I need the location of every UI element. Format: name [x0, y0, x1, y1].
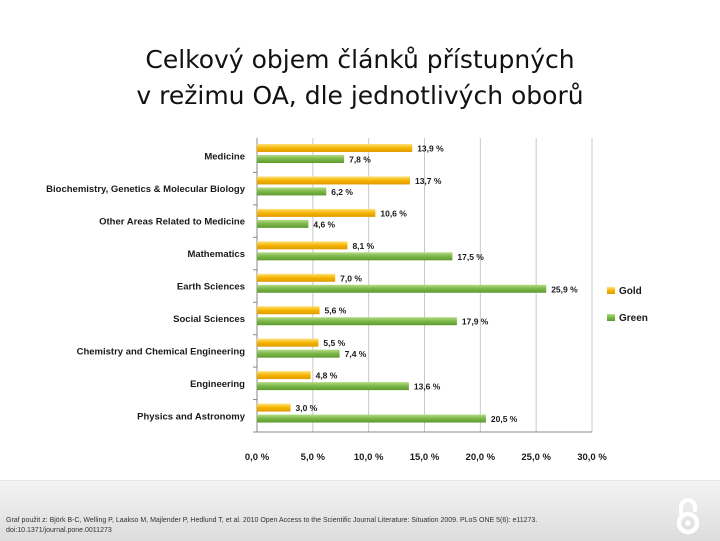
x-tick-label: 25,0 %	[521, 452, 551, 463]
x-tick-label: 30,0 %	[577, 452, 607, 463]
category-label: Physics and Astronomy	[137, 411, 246, 422]
category-label: Medicine	[204, 152, 245, 163]
data-label: 7,4 %	[345, 349, 367, 359]
bar-green	[257, 187, 327, 196]
data-label: 20,5 %	[491, 414, 518, 424]
data-label: 7,0 %	[340, 273, 362, 283]
bar-green	[257, 382, 409, 391]
category-label: Earth Sciences	[177, 282, 245, 293]
source-caption: Graf použit z: Björk B-C, Welling P, Laa…	[6, 516, 656, 536]
bar-green	[257, 252, 453, 261]
x-tick-label: 20,0 %	[466, 452, 496, 463]
data-label: 13,6 %	[414, 382, 441, 392]
data-label: 17,5 %	[457, 252, 484, 262]
category-label: Engineering	[190, 379, 245, 390]
data-label: 4,6 %	[313, 219, 335, 229]
bar-gold	[257, 338, 319, 347]
bar-green	[257, 219, 309, 228]
bar-gold	[257, 403, 291, 412]
title-line-1: Celkový objem článků přístupných	[145, 45, 575, 74]
bar-gold	[257, 371, 311, 380]
category-label: Biochemistry, Genetics & Molecular Biolo…	[46, 184, 246, 195]
data-label: 5,6 %	[325, 306, 347, 316]
legend-swatch-green	[607, 314, 615, 321]
data-label: 13,7 %	[415, 176, 442, 186]
category-label: Social Sciences	[173, 314, 245, 325]
data-label: 7,8 %	[349, 155, 371, 165]
data-label: 13,9 %	[417, 144, 444, 154]
bar-gold	[257, 241, 348, 250]
data-label: 6,2 %	[331, 187, 353, 197]
data-label: 4,8 %	[316, 371, 338, 381]
bar-gold	[257, 306, 320, 315]
bar-gold	[257, 208, 376, 217]
x-tick-label: 10,0 %	[354, 452, 384, 463]
x-tick-label: 5,0 %	[301, 452, 326, 463]
category-label: Other Areas Related to Medicine	[99, 217, 245, 228]
bar-gold	[257, 273, 336, 282]
legend-label: Green	[619, 313, 648, 324]
bar-green	[257, 317, 457, 326]
bar-chart: 0,0 % 5,0 % 10,0 % 15,0 % 20,0 % 25,0 % 30,0 %…	[46, 138, 648, 463]
data-label: 25,9 %	[551, 284, 578, 294]
caption-line-2: doi:10.1371/journal.pone.0011273	[6, 527, 112, 534]
bar-green	[257, 349, 340, 358]
legend-swatch-gold	[607, 287, 615, 294]
open-access-icon	[676, 498, 700, 535]
category-label: Chemistry and Chemical Engineering	[77, 346, 246, 357]
data-label: 10,6 %	[380, 208, 407, 218]
bar-green	[257, 155, 345, 163]
bar-green	[257, 414, 486, 423]
title-line-2: v režimu OA, dle jednotlivých oborů	[136, 81, 584, 110]
category-label: Mathematics	[187, 249, 245, 260]
data-label: 5,5 %	[323, 338, 345, 348]
caption-line-1: Graf použit z: Björk B-C, Welling P, Laa…	[6, 517, 538, 524]
bar-gold	[257, 176, 410, 185]
x-tick-label: 15,0 %	[410, 452, 440, 463]
footer-band	[0, 480, 720, 541]
data-label: 8,1 %	[352, 241, 374, 251]
data-label: 3,0 %	[296, 403, 318, 413]
bar-gold	[257, 144, 413, 152]
bar-green	[257, 284, 547, 293]
data-label: 17,9 %	[462, 317, 489, 327]
legend-label: Gold	[619, 286, 642, 297]
slide-title: Celkový objem článků přístupných v režim…	[0, 42, 720, 114]
x-tick-label: 0,0 %	[245, 452, 270, 463]
